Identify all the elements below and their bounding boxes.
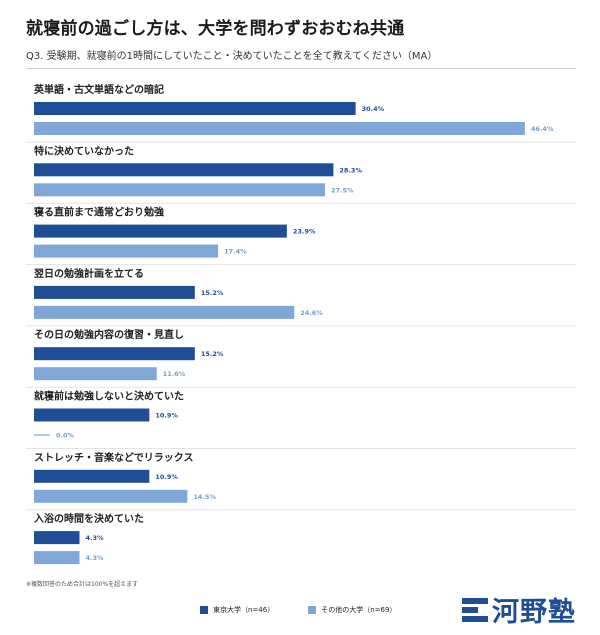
bar [34, 224, 287, 238]
data-label: 15.2% [201, 289, 224, 297]
bar [34, 367, 157, 381]
data-label: 10.9% [155, 412, 178, 420]
bar [34, 408, 150, 422]
bar [34, 531, 80, 545]
bar [34, 244, 219, 258]
bar-chart: 英単語・古文単語などの暗記 30.4% 46.4% 特に決めていなかった 28.3% 27… [26, 83, 576, 565]
legend-swatch-tokyo [200, 606, 208, 614]
data-label: 15.2% [201, 350, 224, 358]
bar [34, 183, 325, 197]
title-divider [26, 68, 576, 69]
category-label: 就寝前は勉強しないと決めていた [34, 390, 184, 403]
data-label: 10.9% [155, 473, 178, 481]
category-label: 英単語・古文単語などの暗記 [33, 83, 164, 96]
bar [34, 285, 195, 299]
data-label: 11.6% [163, 370, 186, 378]
data-label: 28.3% [339, 166, 362, 174]
brand-logo-text: 河野塾 [492, 597, 576, 628]
data-label: 14.5% [193, 493, 216, 501]
category-label: 寝る直前まで通常どおり勉強 [34, 206, 164, 219]
data-label: 23.9% [293, 228, 316, 236]
brand-logo: 河野塾 [462, 590, 576, 629]
bar [34, 469, 150, 483]
data-label: 24.6% [300, 309, 323, 317]
bar [34, 305, 295, 319]
category-label: 入浴の時間を決めていた [34, 512, 144, 525]
bar [34, 122, 525, 135]
category-label: 特に決めていなかった [34, 144, 134, 157]
bar [34, 102, 356, 115]
data-label: 4.3% [85, 554, 104, 562]
category-label: その日の勉強内容の復習・見直し [34, 328, 184, 341]
bar [34, 163, 334, 177]
data-label: 4.3% [85, 534, 104, 542]
legend: 東京大学（n=46） その他の大学（n=69） [200, 605, 430, 615]
legend-item-other: その他の大学（n=69） [308, 605, 396, 615]
data-label: 27.5% [331, 186, 354, 194]
question-text: Q3. 受験期、就寝前の1時間にしていたこと・決めていたことを全て教えてください… [26, 51, 438, 62]
legend-item-tokyo: 東京大学（n=46） [200, 605, 274, 615]
data-label: 0.0% [56, 432, 75, 440]
bar [34, 551, 80, 565]
legend-label-other: その他の大学（n=69） [321, 606, 397, 614]
legend-swatch-other [308, 606, 317, 614]
legend-label-tokyo: 東京大学（n=46） [213, 606, 275, 614]
page-title: 就寝前の過ごし方は、大学を問わずおおむね共通 [26, 19, 405, 39]
data-label: 46.4% [531, 125, 554, 133]
bar [34, 489, 188, 503]
data-label: 30.4% [362, 105, 385, 113]
bar [34, 347, 195, 361]
category-label: ストレッチ・音楽などでリラックス [34, 451, 194, 464]
category-label: 翌日の勉強計画を立てる [34, 267, 144, 280]
kawai-logo-icon [462, 595, 488, 625]
footnote: ※複数回答のため合計は100%を超えます [26, 581, 139, 588]
data-label: 17.4% [224, 248, 247, 256]
